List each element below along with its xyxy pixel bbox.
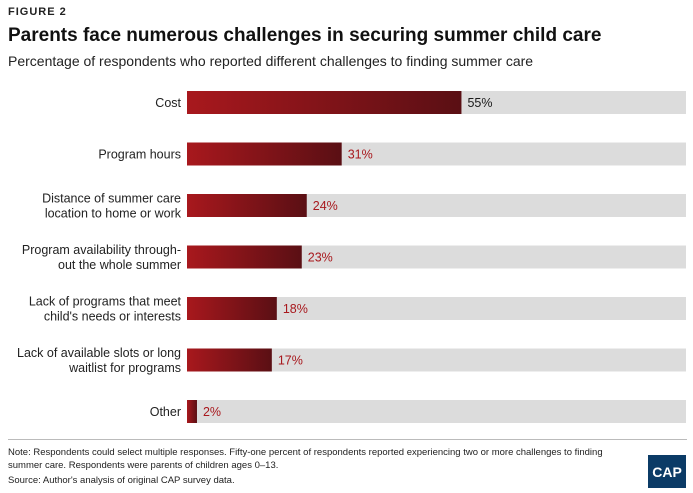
bar <box>187 348 272 372</box>
bar-track <box>187 245 686 269</box>
category-label-line: Program hours <box>98 148 181 162</box>
bar <box>187 194 307 217</box>
bar-track <box>187 297 686 320</box>
category-label: Cost <box>155 96 181 110</box>
footer-divider <box>8 439 687 440</box>
cap-logo: CAP <box>648 455 686 488</box>
figure-label: FIGURE 2 <box>8 6 67 18</box>
category-label: Lack of programs that meet child's needs … <box>29 295 182 324</box>
bar-chart: 55% Cost 31% Program hours 24% Distance of su… <box>17 91 686 423</box>
bar-track <box>187 400 686 423</box>
category-label-line: Other <box>150 405 181 419</box>
category-label-line: Program availability through- <box>22 243 181 257</box>
category-label-line: Lack of programs that meet <box>29 295 182 309</box>
bar <box>187 297 277 320</box>
bar <box>187 400 197 423</box>
category-label-line: Distance of summer care <box>42 192 181 206</box>
value-label: 55% <box>467 96 492 110</box>
category-label-line: child's needs or interests <box>44 310 181 324</box>
category-label-line: location to home or work <box>45 207 182 221</box>
chart-title: Parents face numerous challenges in secu… <box>8 25 602 46</box>
chart-note: Note: Respondents could select multiple … <box>8 447 603 471</box>
value-label: 18% <box>283 302 308 316</box>
bar-track <box>187 348 686 372</box>
category-label-line: out the whole summer <box>58 258 181 272</box>
category-label-line: Lack of available slots or long <box>17 346 181 360</box>
bar <box>187 142 342 166</box>
chart-source: Source: Author's analysis of original CA… <box>8 475 235 486</box>
bar-track <box>187 194 686 217</box>
chart-subtitle: Percentage of respondents who reported d… <box>8 53 534 69</box>
value-label: 23% <box>308 251 333 265</box>
value-label: 31% <box>348 148 373 162</box>
category-label: Other <box>150 405 181 419</box>
bar <box>187 245 302 269</box>
value-label: 2% <box>203 405 221 419</box>
category-label: Program availability through-out the who… <box>22 243 181 272</box>
bar <box>187 91 462 114</box>
value-label: 17% <box>278 354 303 368</box>
category-label: Program hours <box>98 148 181 162</box>
category-label: Distance of summer care location to home … <box>42 192 182 221</box>
category-label-line: waitlist for programs <box>68 361 181 375</box>
category-label: Lack of available slots or long waitlist … <box>17 346 181 375</box>
value-label: 24% <box>313 199 338 213</box>
category-label-line: Cost <box>155 96 181 110</box>
